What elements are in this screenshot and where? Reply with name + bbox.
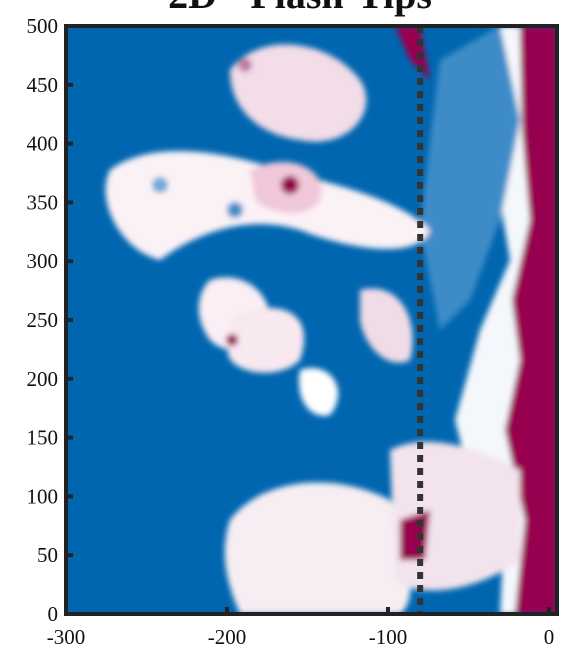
y-tick-label: 50 bbox=[37, 543, 58, 567]
vortex bbox=[227, 202, 243, 218]
x-tick-label: 0 bbox=[544, 625, 555, 649]
y-tick-label: 300 bbox=[27, 249, 59, 273]
y-tick-label: 350 bbox=[27, 190, 59, 214]
field-image bbox=[66, 26, 557, 614]
vortex bbox=[226, 334, 238, 346]
x-tick-label: -200 bbox=[208, 625, 247, 649]
y-tick-label: 150 bbox=[27, 426, 59, 450]
vortex bbox=[238, 58, 252, 72]
y-tick-label: 200 bbox=[27, 367, 59, 391]
y-tick-label: 250 bbox=[27, 308, 59, 332]
swirl bbox=[360, 288, 413, 363]
chart-title: 2D - Flash-Tips bbox=[168, 0, 432, 17]
field-structures bbox=[105, 26, 557, 614]
y-tick-label: 500 bbox=[27, 14, 59, 38]
swirl bbox=[224, 482, 411, 614]
y-tick-label: 100 bbox=[27, 484, 59, 508]
x-tick-label: -300 bbox=[47, 625, 86, 649]
y-tick-label: 450 bbox=[27, 73, 59, 97]
wall-hot bbox=[505, 26, 557, 614]
y-tick-label: 400 bbox=[27, 132, 59, 156]
swirl bbox=[390, 441, 520, 591]
y-tick-label: 0 bbox=[48, 602, 59, 626]
swirl bbox=[228, 308, 304, 373]
vortex bbox=[281, 176, 299, 194]
x-tick-label: -100 bbox=[369, 625, 408, 649]
swirl bbox=[299, 368, 339, 416]
wall-mix bbox=[420, 26, 520, 330]
vortex bbox=[152, 177, 168, 193]
swirl bbox=[230, 44, 367, 142]
